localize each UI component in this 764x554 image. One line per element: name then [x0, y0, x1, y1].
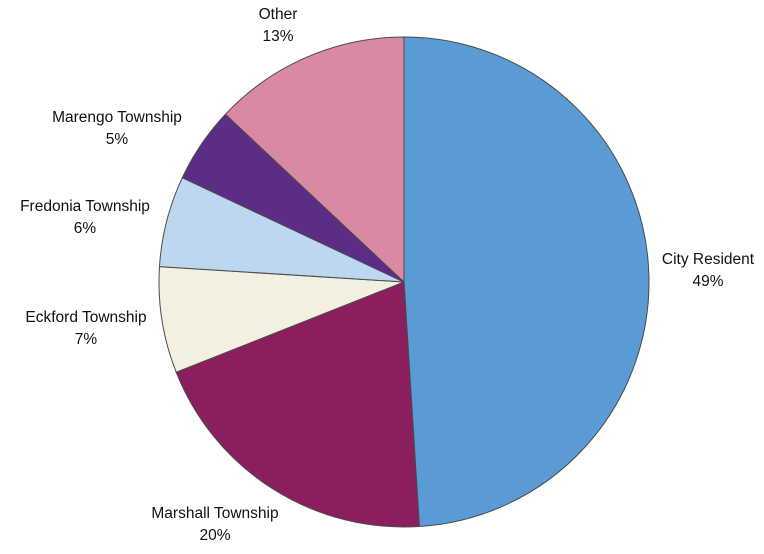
labels-layer: City Resident 49% Marshall Township 20% Eckf…	[20, 6, 755, 544]
slice-label-marengo-township: Marengo Township 5%	[52, 109, 182, 148]
slice-label-fredonia-township: Fredonia Township 6%	[20, 198, 150, 237]
slice-name-marengo-township: Marengo Township	[52, 109, 182, 126]
slice-percent-marshall-township: 20%	[199, 527, 230, 544]
slice-percent-other: 13%	[262, 28, 293, 45]
slice-label-marshall-township: Marshall Township 20%	[151, 505, 278, 544]
slice-name-city-resident: City Resident	[662, 251, 755, 268]
slice-percent-eckford-township: 7%	[75, 331, 98, 348]
slice-percent-fredonia-township: 6%	[74, 220, 97, 237]
slice-city-resident	[403, 36, 650, 528]
slice-label-eckford-township: Eckford Township 7%	[25, 309, 146, 348]
slice-label-city-resident: City Resident 49%	[662, 251, 755, 290]
slice-percent-marengo-township: 5%	[106, 131, 129, 148]
slice-other	[224, 36, 405, 284]
slice-label-other: Other 13%	[259, 6, 298, 45]
slice-marshall-township	[175, 281, 420, 528]
slice-name-marshall-township: Marshall Township	[151, 505, 278, 522]
slices-layer	[158, 36, 650, 528]
slice-name-fredonia-township: Fredonia Township	[20, 198, 150, 215]
slice-eckford-township	[158, 266, 405, 373]
slice-percent-city-resident: 49%	[692, 273, 723, 290]
slice-name-eckford-township: Eckford Township	[25, 309, 146, 326]
slice-name-other: Other	[259, 6, 298, 23]
